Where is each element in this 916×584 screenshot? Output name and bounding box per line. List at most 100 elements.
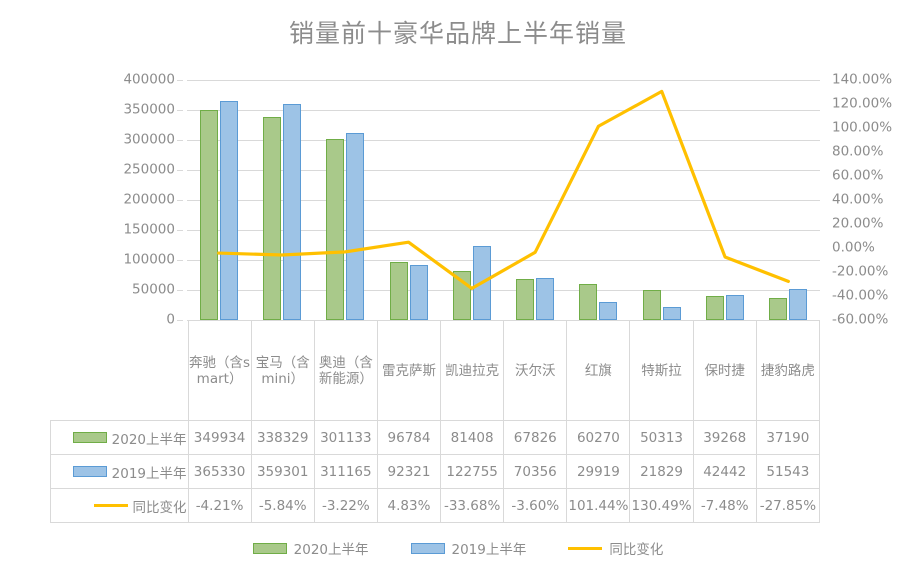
bar-2020 — [199, 110, 218, 320]
legend-box-swatch-icon — [72, 432, 107, 443]
table-cell: -3.60% — [503, 488, 568, 523]
table-row-label: 2019上半年 — [50, 454, 189, 489]
table-corner-cell — [51, 321, 189, 421]
table-cell: 37190 — [755, 420, 821, 455]
table-category-header: 奔驰（含smart） — [187, 320, 252, 421]
table-cell: -33.68% — [440, 488, 505, 523]
primary-tick-mark — [177, 140, 183, 141]
bar-2019 — [409, 264, 428, 320]
category-group — [314, 80, 377, 320]
primary-tick-mark — [177, 320, 183, 321]
primary-tick-label: 150000 — [123, 221, 175, 238]
primary-tick-label: 300000 — [123, 131, 175, 148]
category-group — [504, 80, 567, 320]
bar-2020 — [769, 297, 788, 320]
table-category-header: 宝马（含mini） — [250, 320, 315, 421]
bar-2019 — [536, 277, 555, 320]
primary-y-axis-labels: 0 50000 100000 150000 200000 250000 300000 3500… — [113, 73, 183, 326]
primary-tick-label: 400000 — [123, 71, 175, 88]
table-cell: 67826 — [503, 420, 568, 455]
bar-2019 — [219, 100, 238, 320]
series-name: 2019上半年 — [111, 465, 187, 482]
table-cell: 39268 — [692, 420, 757, 455]
table-row: 同比变化 -4.21% -5.84% -3.22% 4.83% -33.68% -3.60%… — [50, 488, 821, 523]
legend-item[interactable]: 2019上半年 — [410, 538, 527, 558]
secondary-tick-label: 100.00% — [832, 119, 893, 136]
table-cell: 130.49% — [629, 488, 694, 523]
table-cell: 96784 — [376, 420, 442, 455]
table-row-label: 同比变化 — [50, 488, 189, 523]
primary-tick-mark — [177, 80, 183, 81]
primary-tick-label: 350000 — [123, 101, 175, 118]
legend-label: 2020上半年 — [293, 542, 369, 558]
category-group — [693, 80, 756, 320]
table-cell: 21829 — [629, 454, 694, 489]
table-category-header: 奥迪（含新能源） — [313, 320, 378, 421]
bar-2019 — [282, 104, 301, 320]
primary-tick-label: 0 — [166, 311, 175, 328]
secondary-y-axis-labels: -60.00% -40.00% -20.00% 0.00% 20.00% 40.00% 60… — [826, 73, 906, 326]
secondary-tick-label: 40.00% — [832, 191, 884, 208]
bar-2020 — [389, 261, 408, 320]
category-group — [630, 80, 693, 320]
table-category-header: 特斯拉 — [629, 320, 694, 421]
table-cell: 29919 — [566, 454, 631, 489]
secondary-tick-label: -60.00% — [832, 311, 889, 328]
primary-tick-label: 250000 — [123, 161, 175, 178]
legend-item[interactable]: 同比变化 — [568, 538, 663, 558]
bar-2020 — [262, 117, 281, 320]
secondary-tick-label: 140.00% — [832, 71, 893, 88]
secondary-tick-label: 80.00% — [832, 143, 884, 160]
table-cell: -3.22% — [313, 488, 378, 523]
legend-item[interactable]: 2020上半年 — [252, 538, 369, 558]
table-row-label-inner: 2020上半年 — [51, 422, 187, 454]
primary-tick-mark — [177, 200, 183, 201]
table-cell: 60270 — [566, 420, 631, 455]
secondary-tick-label: -40.00% — [832, 287, 889, 304]
bar-2020 — [642, 289, 661, 320]
bar-2019 — [726, 294, 745, 320]
chart-legend: 2020上半年 2019上半年 同比变化 — [0, 538, 916, 558]
table-category-header: 沃尔沃 — [503, 320, 568, 421]
bars-layer — [187, 80, 820, 320]
secondary-tick-label: 20.00% — [832, 215, 884, 232]
gridline — [187, 290, 820, 291]
table-cell: 365330 — [187, 454, 252, 489]
table-row-label-inner: 2019上半年 — [51, 456, 187, 488]
secondary-tick-label: 0.00% — [832, 239, 875, 256]
bar-2020 — [706, 296, 725, 320]
legend-label: 2019上半年 — [451, 542, 527, 558]
legend-line-swatch-icon — [93, 504, 128, 507]
table-cell: 81408 — [440, 420, 505, 455]
series-name: 同比变化 — [132, 499, 187, 516]
table-cell: 359301 — [250, 454, 315, 489]
table-cell: 301133 — [313, 420, 378, 455]
table-category-header: 雷克萨斯 — [376, 320, 442, 421]
table-cell: 349934 — [187, 420, 252, 455]
secondary-tick-label: 120.00% — [832, 95, 893, 112]
table-category-header: 红旗 — [566, 320, 631, 421]
primary-tick-mark — [177, 110, 183, 111]
table-cell: 92321 — [376, 454, 442, 489]
category-group — [250, 80, 313, 320]
gridline — [187, 80, 820, 81]
table-cell: 4.83% — [376, 488, 442, 523]
bar-2019 — [599, 302, 618, 320]
table-category-header: 保时捷 — [692, 320, 757, 421]
secondary-tick-label: 60.00% — [832, 167, 884, 184]
category-group — [187, 80, 250, 320]
bar-2020 — [452, 271, 471, 320]
legend-box-swatch-icon — [252, 542, 287, 554]
table-cell: 42442 — [692, 454, 757, 489]
table-row-label: 2020上半年 — [50, 420, 189, 455]
bar-2019 — [346, 133, 365, 320]
table-cell: 101.44% — [566, 488, 631, 523]
legend-box-swatch-icon — [410, 542, 445, 554]
primary-tick-label: 200000 — [123, 191, 175, 208]
legend-label: 同比变化 — [609, 542, 664, 558]
table-cell: 311165 — [313, 454, 378, 489]
bar-2019 — [789, 289, 808, 320]
table-header-row: 奔驰（含smart） 宝马（含mini） 奥迪（含新能源） 雷克萨斯 凯迪拉克 沃尔沃 红旗… — [51, 320, 821, 421]
primary-tick-mark — [177, 170, 183, 171]
